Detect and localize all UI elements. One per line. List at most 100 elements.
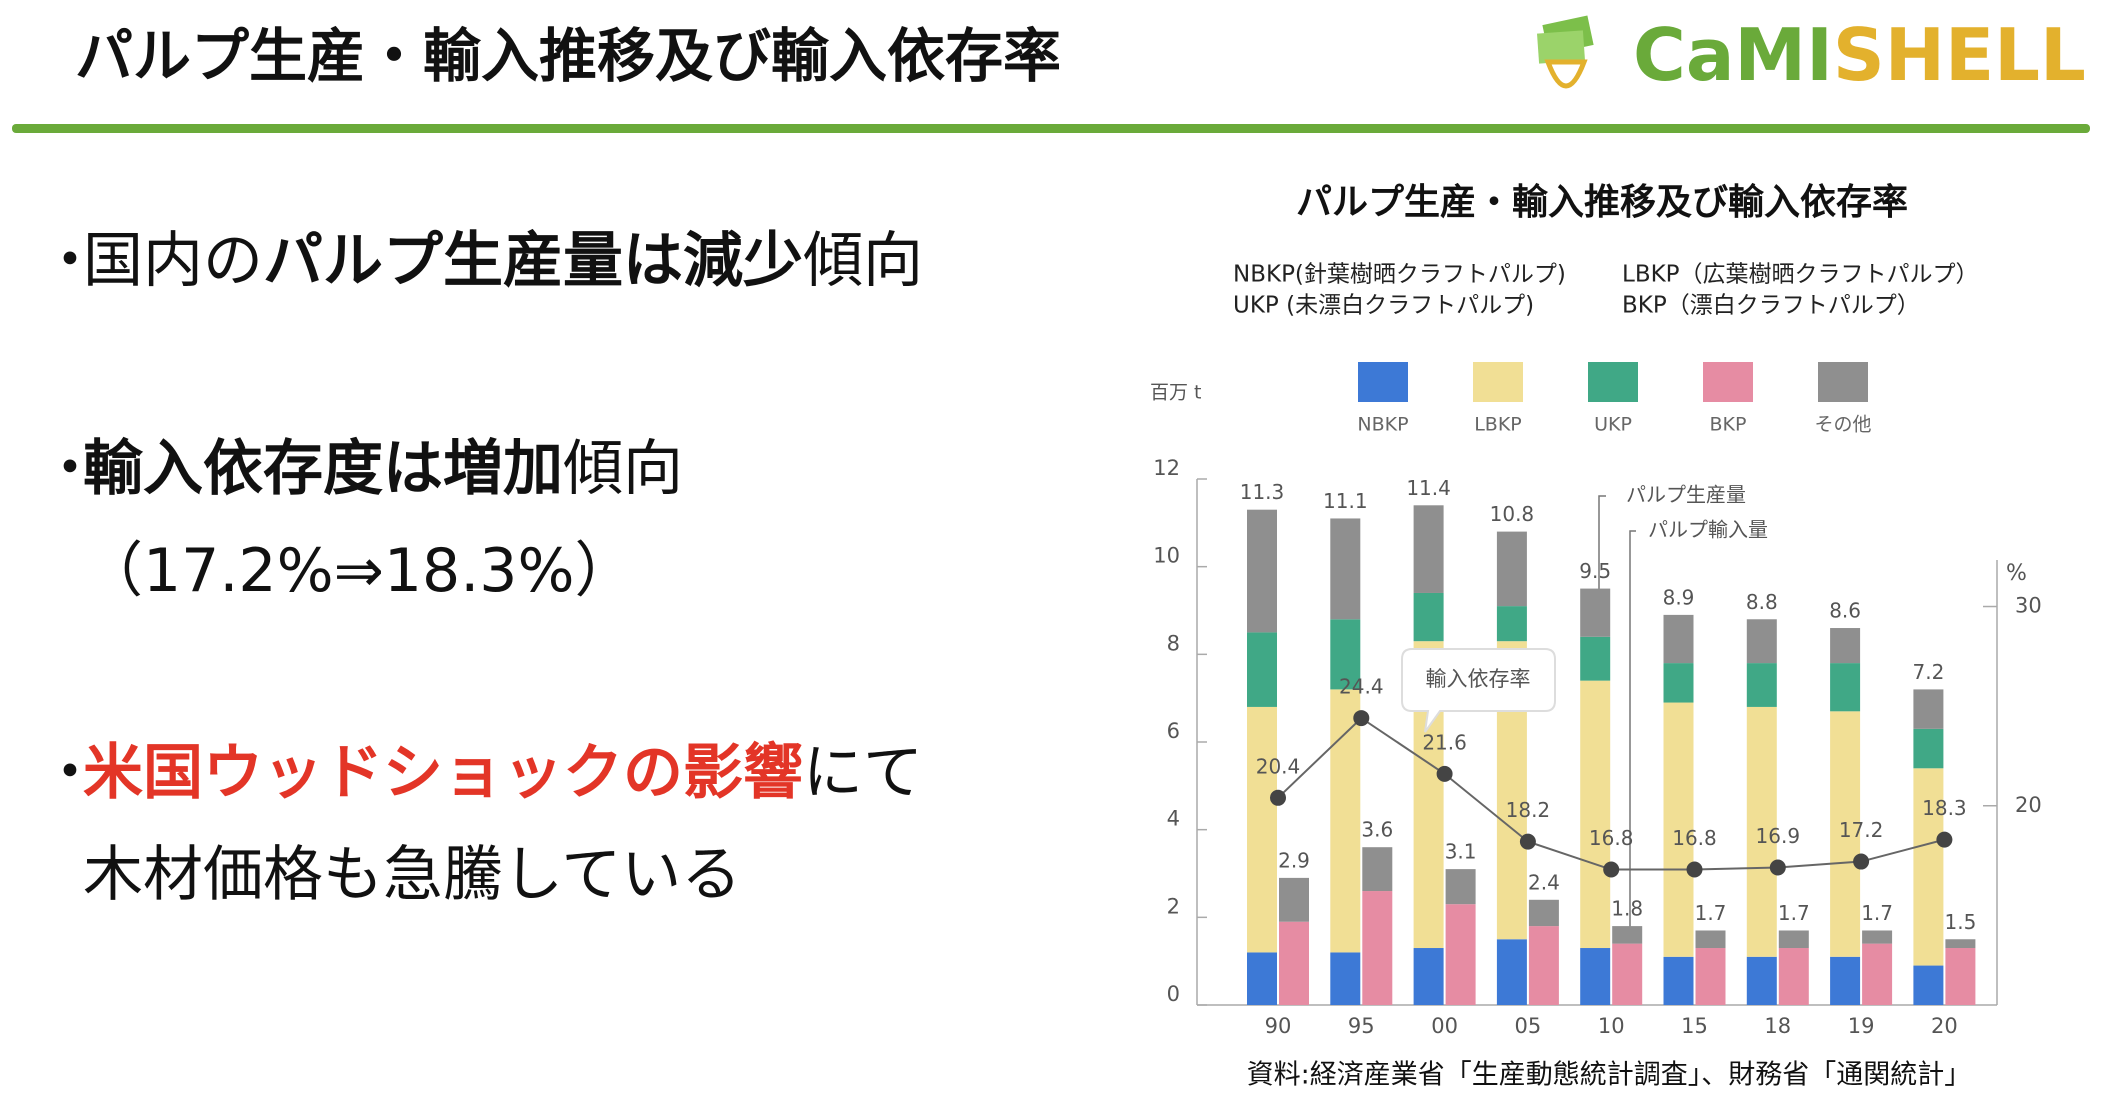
- logo-part1: CaMI: [1633, 13, 1833, 97]
- bullet-text: （17.2%⇒18.3%）: [83, 520, 634, 622]
- subtitle: LBKP（広葉樹晒クラフトパルプ）: [1622, 262, 1979, 288]
- bar-segment: [1913, 728, 1944, 769]
- bar-segment: [1830, 956, 1861, 1005]
- bar-segment: [1247, 952, 1277, 1005]
- bar-segment: [1830, 628, 1861, 664]
- bullet-text: 国内のパルプ生産量は減少傾向: [83, 210, 923, 312]
- point-label: 16.8: [1589, 826, 1634, 850]
- line-point: [1853, 853, 1870, 870]
- legend-label: BKP: [1710, 414, 1747, 436]
- total-label: 1.5: [1944, 910, 1976, 934]
- legend-label: その他: [1814, 414, 1871, 436]
- bar-segment: [1413, 948, 1444, 1005]
- bullet-text: 輸入依存度は増加傾向: [83, 418, 683, 520]
- bar-segment: [1330, 952, 1361, 1005]
- line-point: [1436, 765, 1453, 782]
- bullet-marker: ・: [40, 434, 100, 504]
- bar-segment: [1528, 926, 1559, 1005]
- y-tick-label: 12: [1153, 456, 1180, 480]
- y-tick-label: 10: [1153, 544, 1180, 568]
- bar-segment: [1496, 939, 1527, 1005]
- bar-segment: [1580, 948, 1611, 1005]
- bar-segment: [1778, 948, 1809, 1005]
- logo-text: CaMISHELL: [1633, 13, 2086, 97]
- total-label: 8.9: [1663, 585, 1695, 609]
- bar-segment: [1247, 632, 1277, 707]
- total-label: 1.8: [1611, 897, 1643, 921]
- bar-segment: [1612, 926, 1643, 944]
- callout-box: [1401, 648, 1556, 733]
- text-run: （17.2%⇒18.3%）: [83, 536, 635, 606]
- legend-swatch: [1818, 362, 1868, 402]
- total-label: 2.9: [1278, 848, 1310, 872]
- annotation-line: [1629, 530, 1636, 928]
- bar-segment: [1663, 663, 1694, 703]
- point-label: 21.6: [1422, 730, 1467, 754]
- y-unit: 百万 t: [1150, 382, 1202, 404]
- bar-segment: [1362, 891, 1393, 1005]
- point-label: 18.2: [1506, 798, 1551, 822]
- total-label: 11.1: [1323, 489, 1368, 513]
- y-tick-label: 6: [1167, 719, 1180, 743]
- subtitle: BKP（漂白クラフトパルプ）: [1622, 293, 1920, 319]
- total-label: 8.6: [1829, 599, 1861, 623]
- bar-segment: [1413, 505, 1444, 593]
- line-point: [1270, 789, 1286, 806]
- y2-unit: %: [2006, 561, 2027, 586]
- x-tick-label: 90: [1265, 1014, 1292, 1038]
- x-tick-label: 10: [1598, 1014, 1625, 1038]
- text-run: 国内の: [83, 226, 263, 296]
- bar-segment: [1612, 943, 1643, 1005]
- line-point: [1353, 710, 1370, 727]
- y-tick-label: 0: [1167, 982, 1180, 1006]
- total-label: 3.1: [1445, 840, 1477, 864]
- bar-segment: [1945, 939, 1976, 949]
- bar-segment: [1945, 948, 1976, 1005]
- bar-segment: [1496, 606, 1527, 642]
- x-tick-label: 15: [1681, 1014, 1708, 1038]
- bar-segment: [1746, 663, 1777, 707]
- bar-segment: [1830, 663, 1861, 712]
- bar-segment: [1830, 711, 1861, 957]
- bar-segment: [1528, 899, 1559, 927]
- x-tick-label: 05: [1515, 1014, 1542, 1038]
- subtitle: UKP (未漂白クラフトパルプ): [1233, 293, 1534, 319]
- bar-segment: [1445, 869, 1476, 905]
- point-label: 24.4: [1339, 675, 1384, 699]
- total-label: 1.7: [1861, 901, 1893, 925]
- total-label: 1.7: [1778, 901, 1810, 925]
- bullet-text: 木材価格も急騰している: [83, 824, 741, 926]
- bar-segment: [1746, 956, 1777, 1005]
- total-label: 8.8: [1746, 590, 1778, 614]
- bar-segment: [1580, 680, 1611, 949]
- x-tick-label: 20: [1931, 1014, 1958, 1038]
- bar-segment: [1913, 965, 1944, 1005]
- line-point: [1936, 831, 1953, 848]
- legend-label: NBKP: [1357, 414, 1408, 436]
- bar-segment: [1913, 689, 1944, 729]
- legend-swatch: [1473, 362, 1523, 402]
- point-label: 16.9: [1756, 824, 1801, 848]
- bar-segment: [1580, 636, 1611, 681]
- callout-label: 輸入依存率: [1426, 667, 1531, 691]
- bar-segment: [1413, 592, 1444, 642]
- total-label: 10.8: [1490, 502, 1535, 526]
- bar-segment: [1279, 921, 1309, 1005]
- legend-swatch: [1703, 362, 1753, 402]
- y-tick-label: 2: [1167, 894, 1180, 918]
- bar-segment: [1445, 904, 1476, 1005]
- bar-segment: [1862, 943, 1893, 1005]
- x-tick-label: 18: [1764, 1014, 1791, 1038]
- bar-segment: [1913, 768, 1944, 966]
- total-label: 3.6: [1361, 818, 1393, 842]
- text-run: 木材価格も急騰している: [83, 840, 742, 910]
- bar-segment: [1746, 619, 1777, 664]
- total-label: 2.4: [1528, 870, 1560, 894]
- bar-segment: [1247, 706, 1277, 953]
- bar-segment: [1330, 689, 1361, 953]
- x-tick-label: 00: [1431, 1014, 1458, 1038]
- bar-segment: [1862, 930, 1893, 944]
- total-label: 7.2: [1912, 660, 1944, 684]
- line-point: [1603, 861, 1620, 878]
